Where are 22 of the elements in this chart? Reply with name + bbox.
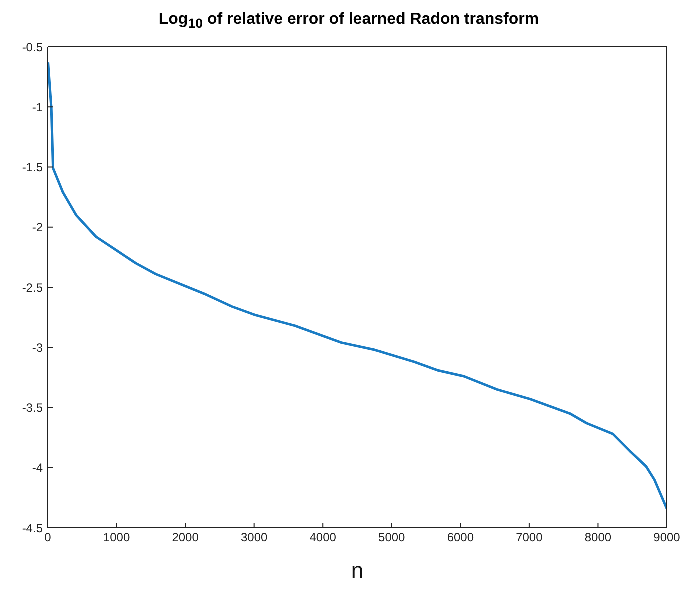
y-tick-label: -0.5 — [22, 40, 44, 54]
y-tick-label: -2 — [32, 220, 44, 235]
x-tick-label: 1000 — [103, 530, 130, 545]
x-tick-label: 9000 — [654, 530, 681, 545]
x-tick-label: 0 — [44, 530, 52, 545]
x-tick-label: 6000 — [447, 530, 474, 545]
x-tick-label: 3000 — [240, 530, 268, 545]
y-tick-label: -1 — [32, 100, 44, 114]
y-tick-label: -3.5 — [22, 401, 44, 416]
y-tick-label: -4.5 — [22, 521, 44, 536]
y-tick-label: -1.5 — [22, 160, 44, 175]
x-tick-label: 2000 — [172, 530, 200, 545]
x-tick-label: 5000 — [378, 530, 406, 545]
x-tick-label: 4000 — [310, 530, 337, 545]
chart-title: Log$_{10}$ of relative error of learned Radon transform — [158, 10, 540, 34]
x-tick-label: 7000 — [516, 530, 544, 545]
line-series — [48, 61, 667, 510]
x-axis-title: n — [351, 558, 364, 583]
y-tick-label: -3 — [32, 340, 44, 355]
y-tick-label: -2.5 — [22, 280, 44, 295]
x-tick-label: 8000 — [584, 530, 612, 545]
y-tick-label: -4 — [32, 461, 44, 476]
